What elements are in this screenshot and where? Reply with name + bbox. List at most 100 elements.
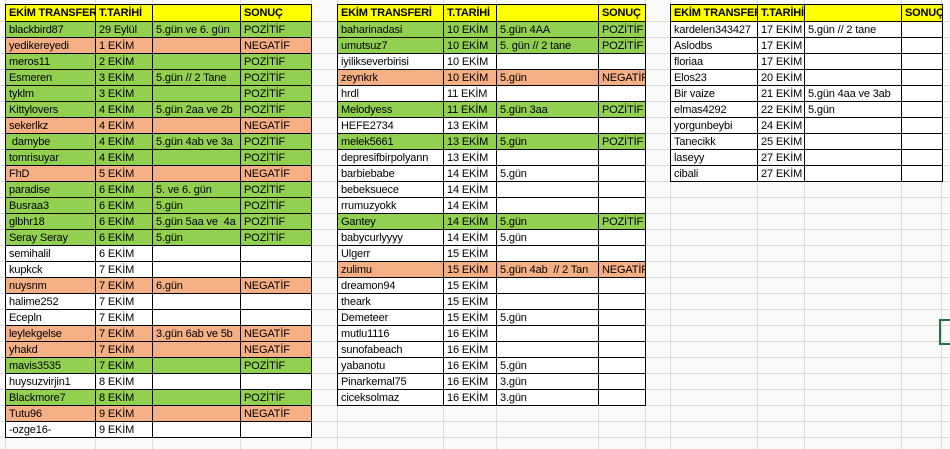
cell-notes[interactable] xyxy=(153,246,241,262)
cell-notes[interactable]: 5.gün xyxy=(153,230,241,246)
cell-notes[interactable] xyxy=(153,294,241,310)
cell-name[interactable]: Demeteer xyxy=(338,310,444,326)
cell-name[interactable]: cibali xyxy=(671,166,758,182)
cell-result[interactable]: POZİTİF xyxy=(241,134,312,150)
cell-name[interactable]: dreamon94 xyxy=(338,278,444,294)
cell-notes[interactable] xyxy=(153,86,241,102)
column-header-date[interactable]: T.TARİHİ xyxy=(444,5,497,22)
cell-notes[interactable] xyxy=(497,342,599,358)
cell-notes[interactable]: 3.gün 6ab ve 5b xyxy=(153,326,241,342)
cell-name[interactable]: Ulgerr xyxy=(338,246,444,262)
cell-result[interactable]: POZİTİF xyxy=(241,358,312,374)
cell-date[interactable]: 10 EKİM xyxy=(444,38,497,54)
cell-result[interactable] xyxy=(599,246,646,262)
cell-date[interactable]: 14 EKİM xyxy=(444,214,497,230)
cell-name[interactable]: tyklm xyxy=(6,86,96,102)
cell-notes[interactable]: 5.gün 5aa ve 4a xyxy=(153,214,241,230)
cell-result[interactable]: POZİTİF xyxy=(599,38,646,54)
cell-notes[interactable] xyxy=(153,374,241,390)
cell-result[interactable]: POZİTİF xyxy=(599,214,646,230)
cell-name[interactable]: Kittylovers xyxy=(6,102,96,118)
cell-date[interactable]: 14 EKİM xyxy=(444,198,497,214)
cell-result[interactable]: POZİTİF xyxy=(241,102,312,118)
cell-date[interactable]: 8 EKİM xyxy=(96,390,153,406)
cell-notes[interactable] xyxy=(497,198,599,214)
cell-name[interactable]: Gantey xyxy=(338,214,444,230)
cell-date[interactable]: 15 EKİM xyxy=(444,310,497,326)
column-header-name[interactable]: EKİM TRANSFERİ xyxy=(338,5,444,22)
cell-notes[interactable] xyxy=(153,406,241,422)
cell-name[interactable]: umutsuz7 xyxy=(338,38,444,54)
cell-date[interactable]: 15 EKİM xyxy=(444,262,497,278)
cell-name[interactable]: Tanecikk xyxy=(671,134,758,150)
cell-notes[interactable] xyxy=(805,38,902,54)
cell-name[interactable]: elmas4292 xyxy=(671,102,758,118)
cell-result[interactable]: NEGATİF xyxy=(241,326,312,342)
cell-result[interactable]: POZİTİF xyxy=(241,70,312,86)
cell-notes[interactable] xyxy=(805,54,902,70)
column-header-date[interactable]: T.TARİHİ xyxy=(96,5,153,22)
cell-name[interactable]: Melodyess xyxy=(338,102,444,118)
cell-name[interactable]: yedikereyedi xyxy=(6,38,96,54)
cell-name[interactable]: Tutu96 xyxy=(6,406,96,422)
cell-name[interactable]: yorgunbeybi xyxy=(671,118,758,134)
cell-name[interactable]: zulimu xyxy=(338,262,444,278)
cell-notes[interactable]: 3.gün xyxy=(497,390,599,406)
cell-date[interactable]: 21 EKİM xyxy=(758,86,805,102)
cell-name[interactable]: blackbird87 xyxy=(6,22,96,38)
column-header-notes[interactable] xyxy=(497,5,599,22)
cell-result[interactable]: POZİTİF xyxy=(241,22,312,38)
cell-notes[interactable] xyxy=(153,38,241,54)
cell-date[interactable]: 17 EKİM xyxy=(758,22,805,38)
cell-notes[interactable]: 5.gün xyxy=(497,214,599,230)
cell-result[interactable] xyxy=(599,230,646,246)
cell-result[interactable] xyxy=(599,390,646,406)
cell-date[interactable]: 14 EKİM xyxy=(444,230,497,246)
cell-result[interactable] xyxy=(599,294,646,310)
cell-name[interactable]: halime252 xyxy=(6,294,96,310)
cell-date[interactable]: 7 EKİM xyxy=(96,262,153,278)
cell-date[interactable]: 1 EKİM xyxy=(96,38,153,54)
cell-date[interactable]: 7 EKİM xyxy=(96,278,153,294)
cell-name[interactable]: sunofabeach xyxy=(338,342,444,358)
cell-name[interactable]: glbhr18 xyxy=(6,214,96,230)
cell-notes[interactable] xyxy=(497,182,599,198)
cell-date[interactable]: 7 EKİM xyxy=(96,294,153,310)
cell-name[interactable]: yabanotu xyxy=(338,358,444,374)
cell-date[interactable]: 2 EKİM xyxy=(96,54,153,70)
cell-result[interactable] xyxy=(599,182,646,198)
cell-name[interactable]: Pinarkemal75 xyxy=(338,374,444,390)
cell-date[interactable]: 11 EKİM xyxy=(444,86,497,102)
cell-name[interactable]: -ozge16- xyxy=(6,422,96,438)
cell-name[interactable]: ciceksolmaz xyxy=(338,390,444,406)
cell-date[interactable]: 13 EKİM xyxy=(444,150,497,166)
cell-name[interactable]: Ecepln xyxy=(6,310,96,326)
cell-name[interactable]: melek5661 xyxy=(338,134,444,150)
cell-name[interactable]: mavis3535 xyxy=(6,358,96,374)
cell-name[interactable]: babycurlyyyy xyxy=(338,230,444,246)
cell-notes[interactable] xyxy=(153,118,241,134)
cell-result[interactable]: NEGATİF xyxy=(241,166,312,182)
cell-date[interactable]: 16 EKİM xyxy=(444,390,497,406)
cell-name[interactable]: Aslodbs xyxy=(671,38,758,54)
cell-result[interactable] xyxy=(599,358,646,374)
cell-result[interactable]: NEGATİF xyxy=(241,38,312,54)
cell-result[interactable] xyxy=(241,422,312,438)
cell-date[interactable]: 16 EKİM xyxy=(444,358,497,374)
cell-notes[interactable]: 5.gün 4aa ve 3ab xyxy=(805,86,902,102)
cell-notes[interactable]: 5.gün xyxy=(805,102,902,118)
cell-notes[interactable]: 5.gün // 2 tane xyxy=(805,22,902,38)
cell-notes[interactable] xyxy=(497,86,599,102)
cell-date[interactable]: 6 EKİM xyxy=(96,230,153,246)
cell-notes[interactable]: 5.gün 4ab ve 3a xyxy=(153,134,241,150)
cell-result[interactable]: NEGATİF xyxy=(241,118,312,134)
cell-notes[interactable] xyxy=(497,246,599,262)
column-header-notes[interactable] xyxy=(153,5,241,22)
cell-date[interactable]: 7 EKİM xyxy=(96,358,153,374)
cell-notes[interactable]: 5.gün 4ab // 2 Tan xyxy=(497,262,599,278)
cell-name[interactable]: hrdl xyxy=(338,86,444,102)
cell-notes[interactable]: 5.gün xyxy=(497,230,599,246)
cell-notes[interactable]: 5.gün xyxy=(497,70,599,86)
cell-date[interactable]: 16 EKİM xyxy=(444,326,497,342)
cell-result[interactable] xyxy=(241,262,312,278)
